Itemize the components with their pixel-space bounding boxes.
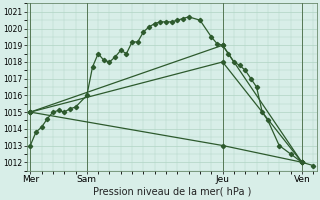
X-axis label: Pression niveau de la mer( hPa ): Pression niveau de la mer( hPa ) bbox=[92, 187, 251, 197]
